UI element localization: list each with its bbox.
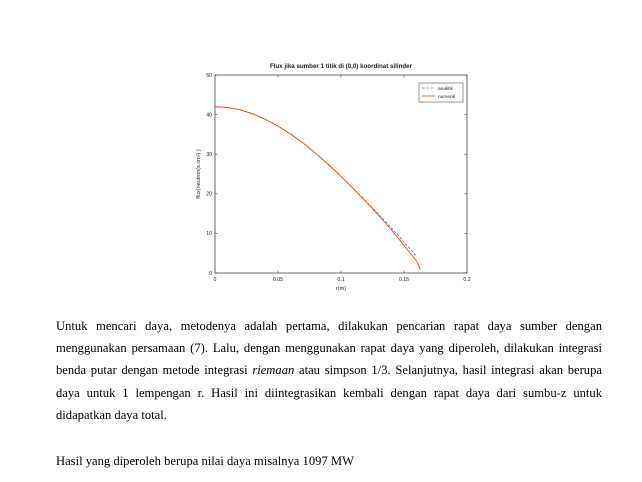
y-tick-label: 30 <box>206 152 212 158</box>
paragraph-italic-term: riemaan <box>252 363 295 378</box>
x-axis-label: r(m) <box>336 286 346 292</box>
y-tick-label: 0 <box>209 271 212 277</box>
x-tick-label: 0.2 <box>463 277 470 283</box>
x-tick-label: 0.1 <box>337 277 344 283</box>
legend-label-analitik: analitik <box>438 86 454 92</box>
y-tick-label: 50 <box>206 73 212 79</box>
legend: analitik numerik <box>418 82 464 103</box>
x-tick-label: 0.15 <box>399 277 409 283</box>
flux-chart: Flux jika sumber 1 titik di (0,0) koordi… <box>182 56 482 296</box>
y-tick-label: 40 <box>206 112 212 118</box>
paragraph-text: Untuk mencari daya, metodenya adalah per… <box>56 319 602 378</box>
paragraph-text: atau simpson 1/3. Selanjutnya, hasil int… <box>56 363 602 422</box>
y-axis-label: flux(neutron(s.cm²) ) <box>196 149 202 199</box>
axes: 0 0.05 0.1 0.15 0.2 0 10 20 30 40 50 <box>206 73 470 283</box>
legend-label-numerik: numerik <box>438 94 456 100</box>
x-tick-label: 0 <box>214 277 217 283</box>
body-paragraph-2: Hasil yang diperoleh berupa nilai daya m… <box>56 450 602 472</box>
body-paragraph-1: Untuk mencari daya, metodenya adalah per… <box>56 315 602 426</box>
y-tick-label: 20 <box>206 192 212 198</box>
chart-svg: Flux jika sumber 1 titik di (0,0) koordi… <box>182 56 482 296</box>
x-tick-label: 0.05 <box>273 277 283 283</box>
chart-title: Flux jika sumber 1 titik di (0,0) koordi… <box>270 63 413 70</box>
y-tick-label: 10 <box>206 231 212 237</box>
series-line-numerik <box>214 106 421 270</box>
series-layer <box>214 106 421 270</box>
paragraph-text: Hasil yang diperoleh berupa nilai daya m… <box>56 454 354 468</box>
legend-box <box>418 82 464 103</box>
